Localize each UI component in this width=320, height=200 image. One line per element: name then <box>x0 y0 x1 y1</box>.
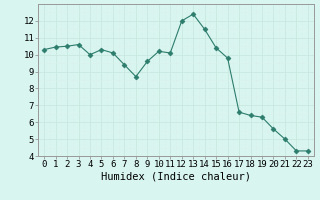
X-axis label: Humidex (Indice chaleur): Humidex (Indice chaleur) <box>101 172 251 182</box>
